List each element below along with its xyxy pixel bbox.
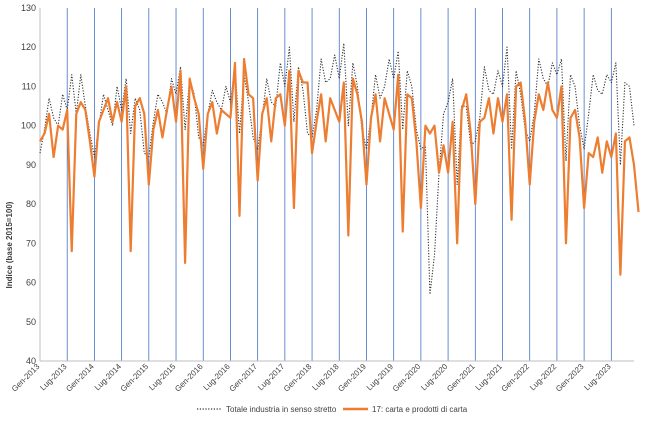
y-tick-label: 60 xyxy=(26,278,36,288)
y-tick-label: 100 xyxy=(21,121,36,131)
x-tick-label: Gen-2022 xyxy=(500,362,532,394)
y-tick-label: 110 xyxy=(22,81,36,91)
x-tick-label: Gen-2016 xyxy=(173,362,205,394)
x-tick-label: Gen-2020 xyxy=(391,362,423,394)
legend: Totale industria in senso stretto 17: ca… xyxy=(197,405,468,414)
y-tick-label: 90 xyxy=(26,160,36,170)
y-tick-label: 80 xyxy=(26,199,36,209)
x-tick-label: Gen-2018 xyxy=(282,362,314,394)
y-tick-label: 70 xyxy=(26,238,36,248)
x-tick-label: Gen-2013 xyxy=(10,362,42,394)
legend-label-paper: 17: carta e prodotti di carta xyxy=(372,405,468,414)
x-tick-label: Gen-2023 xyxy=(554,362,586,394)
series-layer xyxy=(39,42,640,295)
y-axis-label: Indice (base 2015=100) xyxy=(5,201,14,288)
y-tick-label: 130 xyxy=(21,3,36,13)
x-tick-label: Gen-2021 xyxy=(445,362,477,394)
x-tick-label: Lug-2023 xyxy=(582,362,613,393)
legend-label-industry: Totale industria in senso stretto xyxy=(226,405,337,414)
y-tick-label: 120 xyxy=(21,42,36,52)
x-tick-label: Gen-2017 xyxy=(228,362,260,394)
y-tick-label: 50 xyxy=(26,317,36,327)
y-tick-label: 40 xyxy=(26,356,36,366)
x-tick-label: Gen-2014 xyxy=(64,362,96,394)
x-tick-label: Gen-2015 xyxy=(119,362,151,394)
x-tick-label: Gen-2019 xyxy=(336,362,368,394)
series-line-paper xyxy=(39,57,640,276)
